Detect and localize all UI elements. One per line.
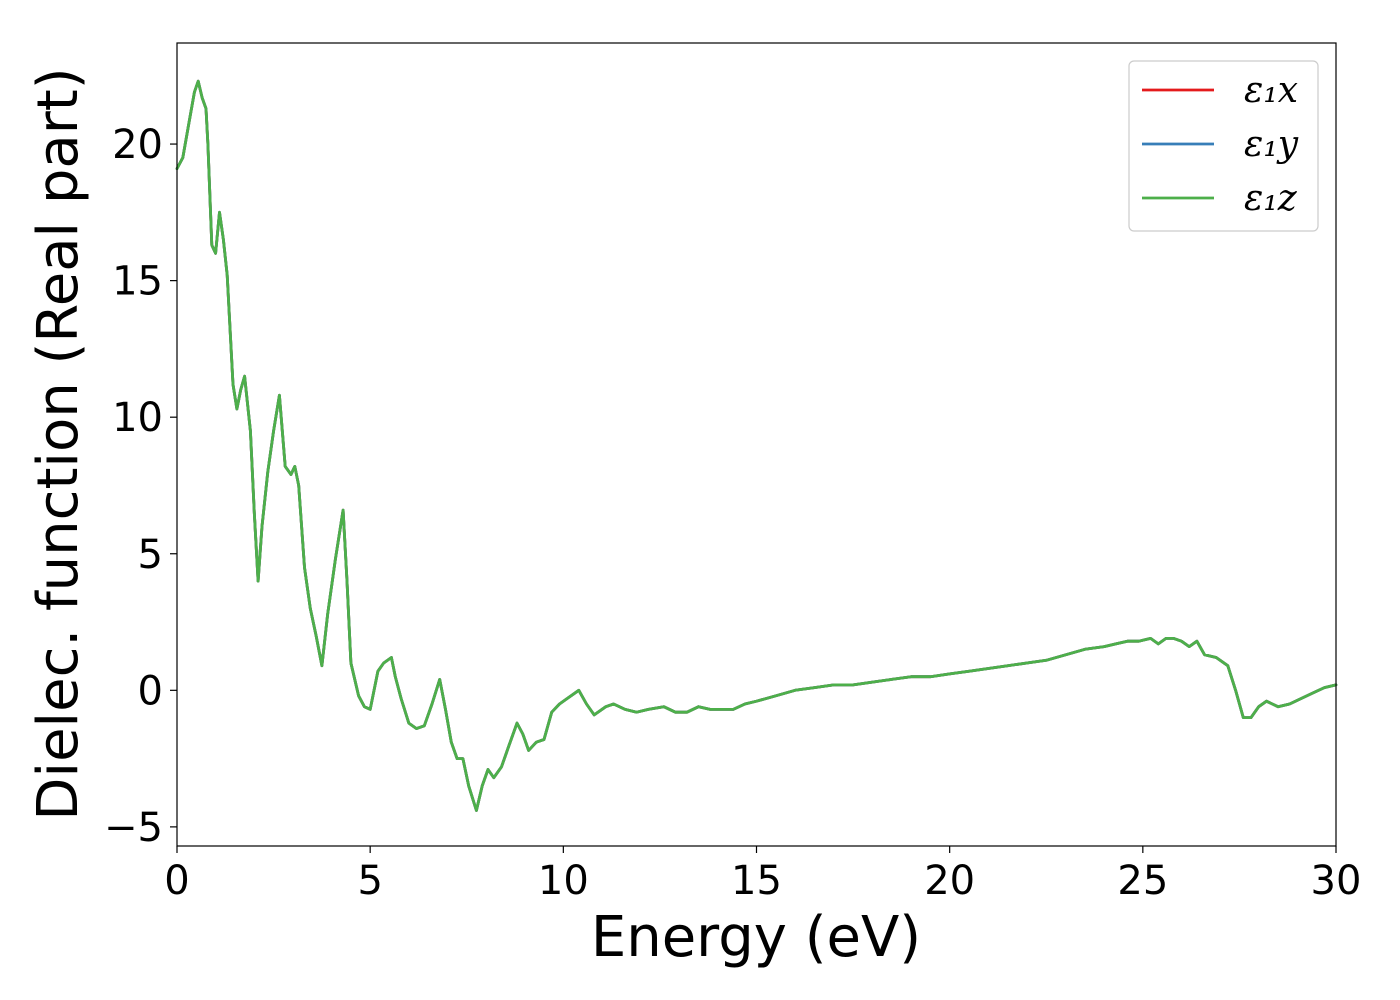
- y-tick-label: 10: [112, 395, 163, 441]
- y-tick-label: 15: [112, 259, 163, 305]
- x-axis: 0 5 10 15 20 25 30: [164, 846, 1361, 904]
- y-tick-label: −5: [104, 805, 163, 851]
- x-axis-label: Energy (eV): [591, 905, 921, 970]
- legend-box: [1128, 60, 1319, 232]
- legend-label-1: ε₁x: [1244, 70, 1298, 111]
- legend-label-2: ε₁y: [1244, 124, 1299, 165]
- y-axis-label: Dielec. function (Real part): [26, 67, 91, 820]
- x-tick-label: 0: [164, 858, 189, 904]
- x-tick-label: 5: [357, 858, 382, 904]
- x-tick-label: 15: [731, 858, 782, 904]
- y-tick-label: 20: [112, 122, 163, 168]
- x-tick-label: 10: [538, 858, 589, 904]
- x-tick-label: 25: [1117, 858, 1168, 904]
- y-tick-label: 0: [138, 668, 163, 714]
- legend-label-3: ε₁z: [1244, 178, 1298, 219]
- x-tick-label: 20: [924, 858, 975, 904]
- y-tick-label: 5: [138, 532, 163, 578]
- series-line-3: [175, 79, 1338, 812]
- x-tick-label: 30: [1311, 858, 1362, 904]
- series-layer: [175, 79, 1338, 812]
- y-axis: −5 0 5 10 15 20: [104, 122, 177, 851]
- legend: ε₁x ε₁y ε₁z: [1128, 60, 1319, 232]
